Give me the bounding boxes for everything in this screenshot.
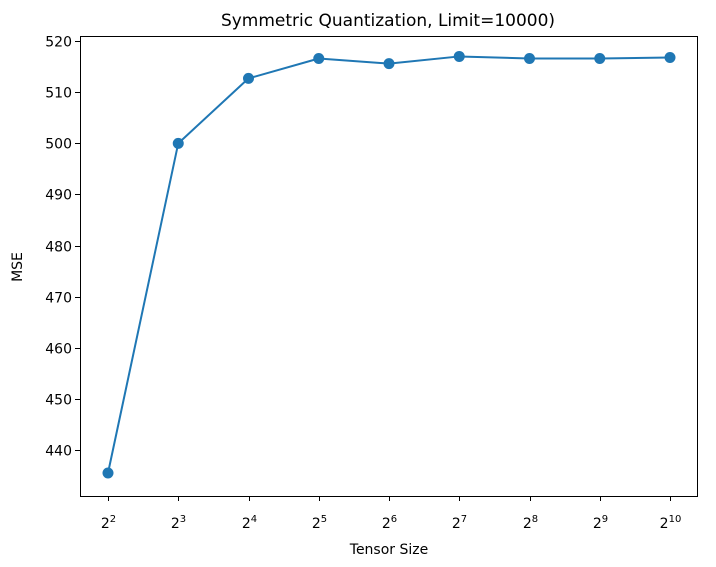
x-tick-base: 2	[312, 516, 321, 532]
x-tick-exponent: 3	[180, 514, 186, 525]
x-tick-base: 2	[523, 516, 532, 532]
x-tick-label: 29	[593, 514, 608, 532]
y-tick-label: 470	[45, 291, 72, 307]
data-point	[243, 72, 254, 84]
x-tick-exponent: 8	[532, 514, 538, 525]
y-tick-label: 490	[45, 188, 72, 204]
y-tick-label: 450	[45, 393, 72, 409]
x-tick-exponent: 10	[669, 514, 682, 525]
x-tick-exponent: 5	[321, 514, 327, 525]
y-tick-label: 460	[45, 342, 72, 358]
x-tick-label: 23	[171, 514, 186, 532]
y-tick-label: 520	[45, 35, 72, 51]
x-tick-label: 28	[523, 514, 538, 532]
x-tick-label: 26	[382, 514, 397, 532]
data-point	[664, 51, 676, 63]
data-point	[594, 52, 606, 64]
data-point	[172, 137, 184, 149]
y-axis: 440 450 460 470 480 490 500 510 520	[45, 35, 80, 460]
data-point	[453, 50, 465, 62]
x-tick-exponent: 6	[391, 514, 397, 525]
x-tick-base: 2	[242, 516, 251, 532]
x-tick-exponent: 7	[461, 514, 467, 525]
x-tick-label: 24	[242, 514, 257, 532]
x-tick-exponent: 9	[602, 514, 608, 525]
data-point	[524, 52, 535, 64]
data-point	[383, 58, 395, 70]
plot-frame	[80, 36, 698, 497]
x-tick-base: 2	[660, 516, 669, 532]
chart-title: Symmetric Quantization, Limit=10000)	[221, 11, 555, 31]
x-tick-base: 2	[452, 516, 461, 532]
y-tick-label: 500	[45, 137, 72, 153]
data-point	[102, 467, 114, 479]
y-tick-label: 510	[45, 86, 72, 102]
x-tick-base: 2	[593, 516, 602, 532]
series-line	[107, 55, 671, 474]
x-tick-label: 210	[660, 514, 682, 532]
x-axis: 22 23 24 25 26 27 28 29 210	[101, 496, 681, 532]
x-axis-label: Tensor Size	[349, 542, 428, 558]
x-tick-label: 22	[101, 514, 116, 532]
x-tick-base: 2	[101, 516, 110, 532]
x-tick-base: 2	[382, 516, 391, 532]
x-tick-exponent: 2	[110, 514, 116, 525]
y-axis-label: MSE	[10, 252, 26, 282]
x-tick-exponent: 4	[251, 514, 257, 525]
x-tick-label: 25	[312, 514, 327, 532]
data-point	[313, 52, 325, 64]
y-tick-label: 480	[45, 240, 72, 256]
plot-area	[102, 50, 676, 479]
x-tick-base: 2	[171, 516, 180, 532]
x-tick-label: 27	[452, 514, 467, 532]
y-tick-label: 440	[45, 444, 72, 460]
